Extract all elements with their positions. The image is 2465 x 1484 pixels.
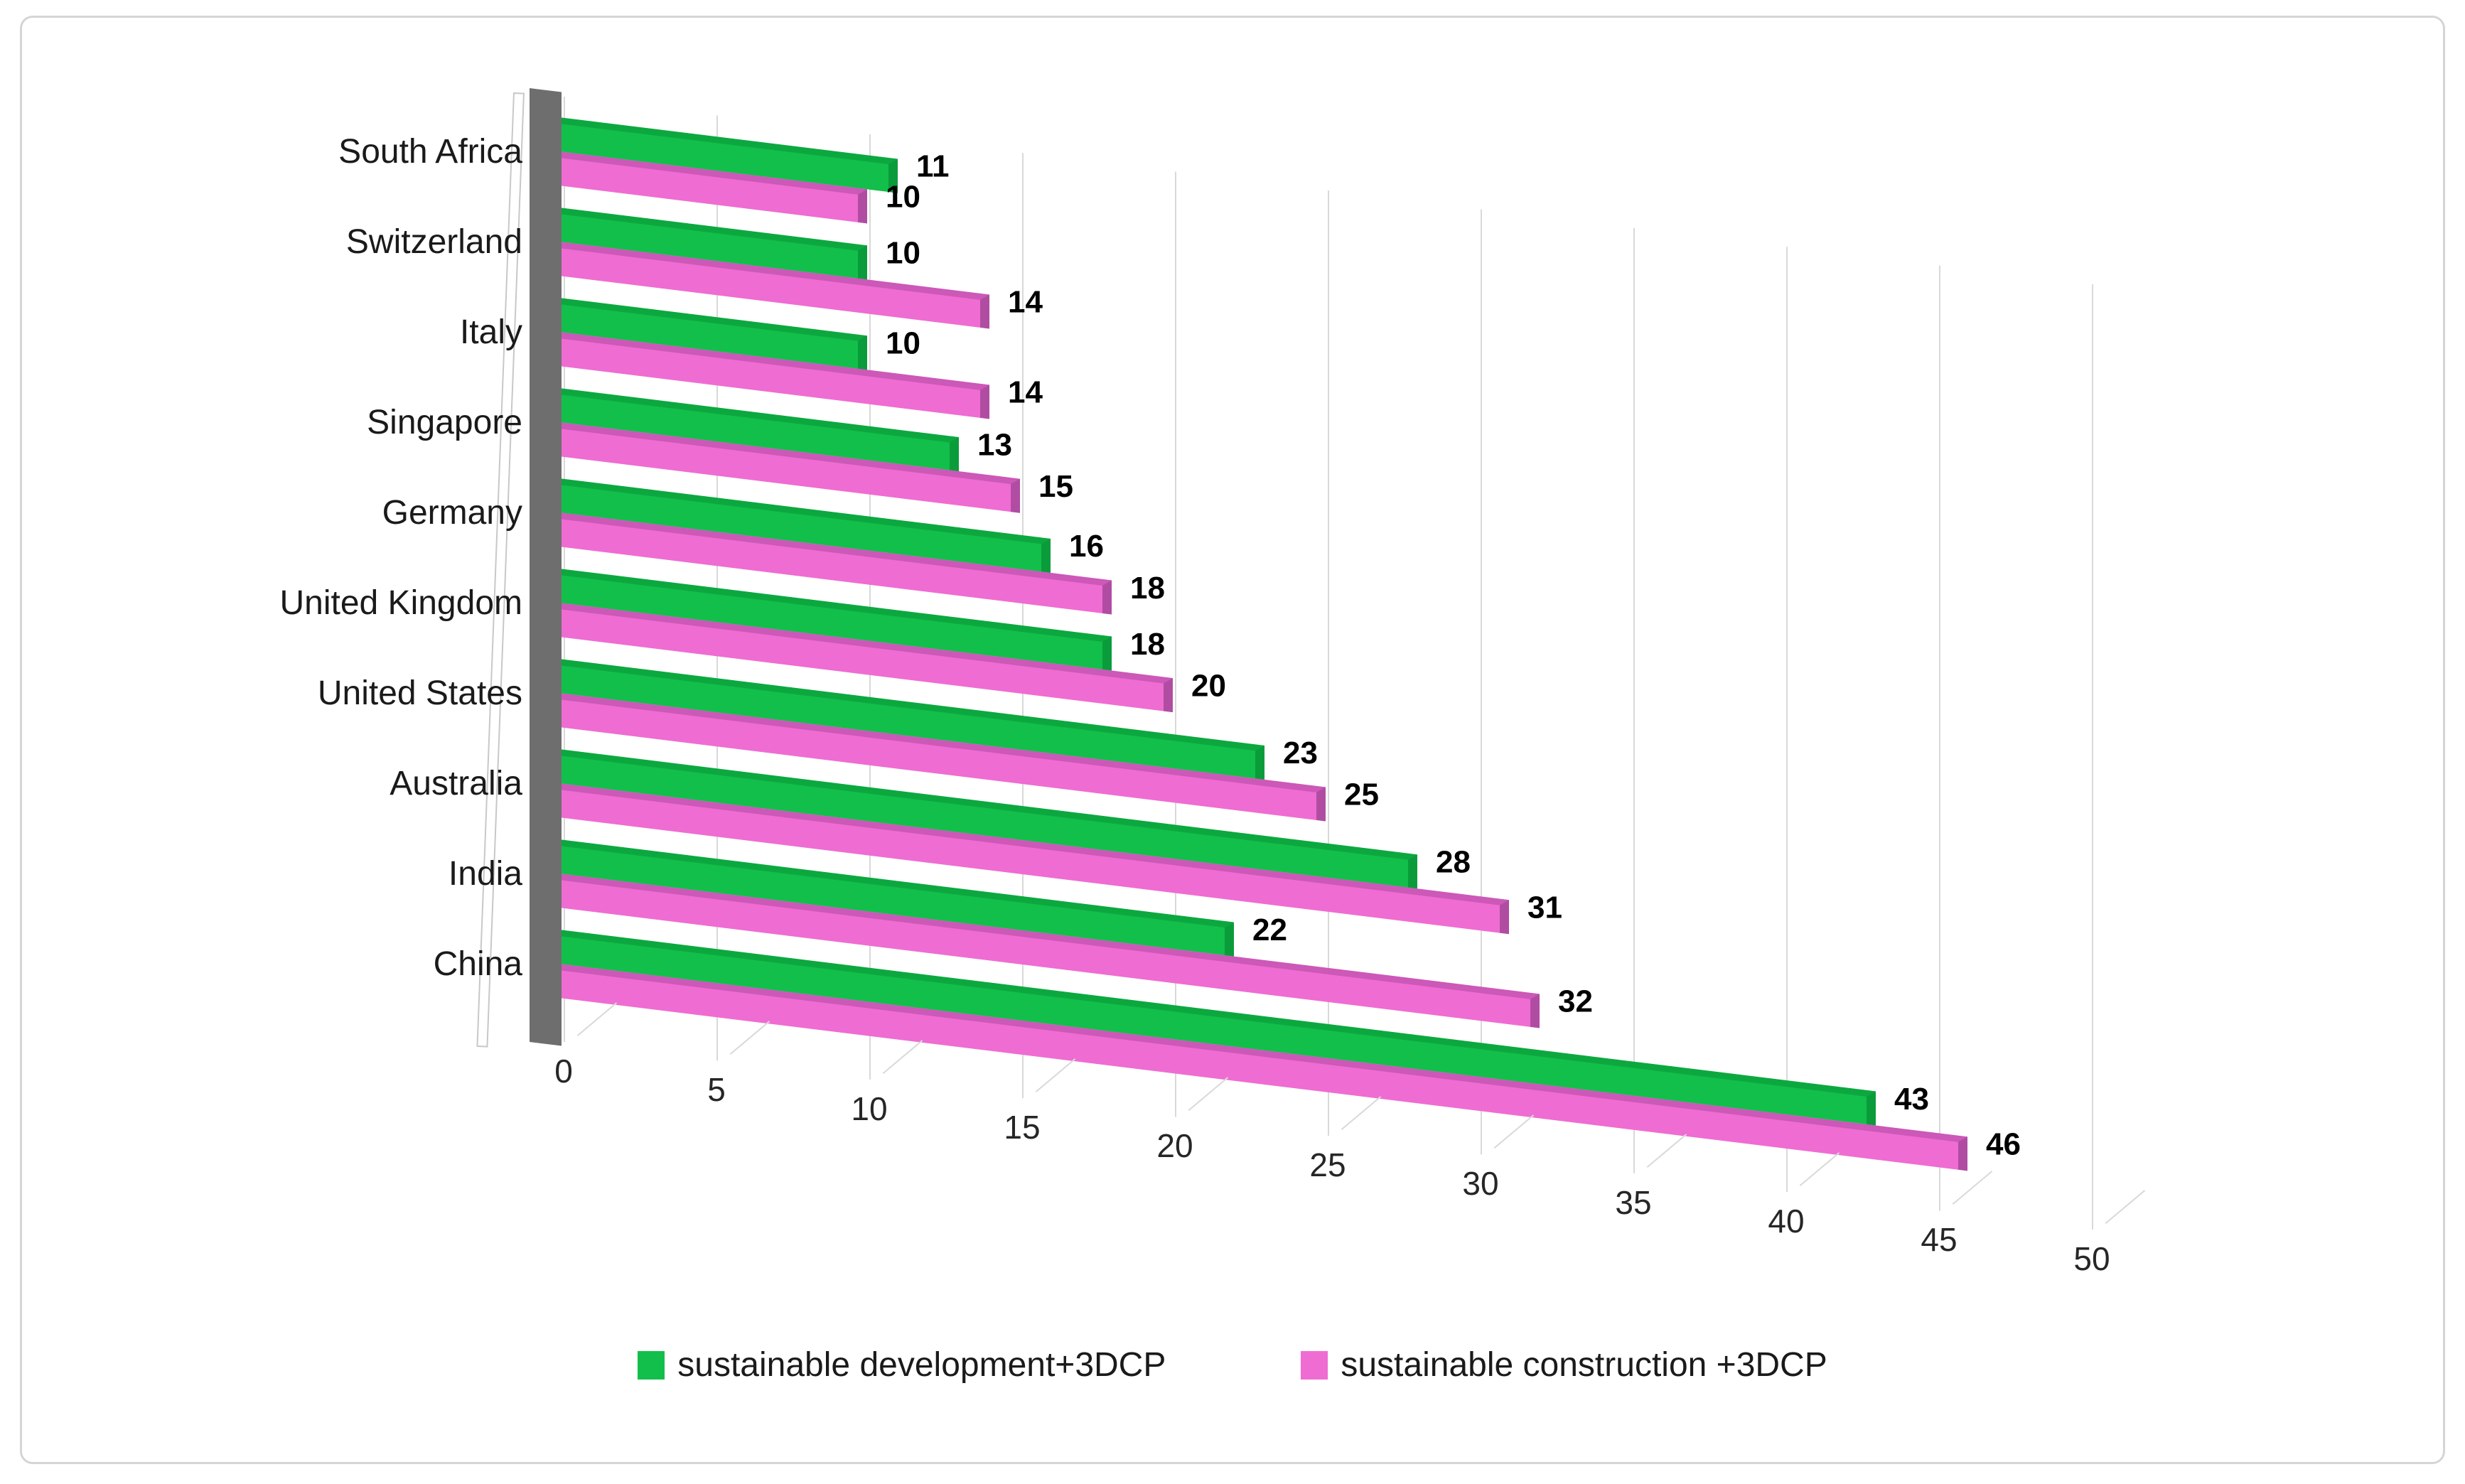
bar-construction-china bbox=[562, 964, 1967, 1171]
tick-label-15: 15 bbox=[1004, 1109, 1041, 1146]
tick-label-20: 20 bbox=[1156, 1127, 1193, 1165]
value-label: 14 bbox=[1008, 284, 1043, 320]
tick-label-5: 5 bbox=[707, 1071, 726, 1109]
category-label-united-kingdom: United Kingdom bbox=[279, 584, 522, 622]
legend-swatch-construction-icon bbox=[1301, 1350, 1328, 1380]
tick-label-30: 30 bbox=[1462, 1165, 1499, 1203]
gridline-45 bbox=[1939, 265, 1940, 1211]
value-label: 10 bbox=[886, 179, 920, 215]
category-label-australia: Australia bbox=[390, 765, 522, 802]
tick-label-25: 25 bbox=[1309, 1146, 1346, 1183]
value-label: 16 bbox=[1069, 529, 1104, 564]
category-label-switzerland: Switzerland bbox=[345, 223, 522, 261]
value-label: 11 bbox=[916, 149, 950, 184]
legend: sustainable development+3DCP sustainable… bbox=[0, 1345, 2465, 1384]
value-label: 10 bbox=[886, 326, 920, 361]
category-label-singapore: Singapore bbox=[367, 404, 522, 441]
value-label: 10 bbox=[886, 235, 920, 271]
value-label: 46 bbox=[1986, 1127, 2021, 1162]
tick-label-0: 0 bbox=[554, 1052, 573, 1090]
value-label: 31 bbox=[1527, 890, 1562, 925]
value-label: 22 bbox=[1252, 912, 1287, 947]
value-label: 20 bbox=[1191, 668, 1226, 704]
chart-card bbox=[20, 16, 2445, 1464]
tick-label-10: 10 bbox=[851, 1090, 888, 1127]
value-label: 18 bbox=[1130, 626, 1165, 662]
value-label: 28 bbox=[1436, 844, 1471, 880]
legend-label-construction: sustainable construction +3DCP bbox=[1341, 1346, 1827, 1384]
gridline-40 bbox=[1786, 247, 1788, 1193]
category-label-germany: Germany bbox=[382, 494, 522, 532]
plot-area: 11 10 10 14 10 14 13 15 16 18 18 20 23 25 28 31 22 32 43 46 bbox=[530, 88, 2292, 1254]
wall-shadow bbox=[530, 88, 562, 1046]
category-label-china: China bbox=[433, 945, 522, 983]
value-label: 15 bbox=[1038, 468, 1073, 504]
category-label-united-states: United States bbox=[317, 674, 522, 712]
category-label-india: India bbox=[448, 855, 522, 893]
legend-item-development: sustainable development+3DCP bbox=[638, 1345, 1166, 1384]
legend-swatch-development-icon bbox=[638, 1350, 665, 1380]
value-label: 25 bbox=[1344, 777, 1379, 812]
value-label: 13 bbox=[977, 427, 1012, 463]
category-label-south-africa: South Africa bbox=[338, 133, 522, 171]
value-label: 32 bbox=[1558, 984, 1593, 1019]
tick-label-50: 50 bbox=[2073, 1240, 2110, 1277]
tick-label-35: 35 bbox=[1615, 1183, 1652, 1221]
legend-label-development: sustainable development+3DCP bbox=[677, 1346, 1166, 1384]
legend-item-construction: sustainable construction +3DCP bbox=[1301, 1345, 1827, 1384]
tick-label-40: 40 bbox=[1768, 1203, 1805, 1240]
value-label: 18 bbox=[1130, 570, 1165, 606]
value-label: 23 bbox=[1283, 736, 1318, 771]
value-label: 14 bbox=[1008, 375, 1043, 410]
gridline-35 bbox=[1633, 227, 1635, 1173]
tick-label-45: 45 bbox=[1921, 1221, 1958, 1259]
gridline-50 bbox=[2092, 284, 2093, 1230]
category-label-italy: Italy bbox=[459, 313, 522, 351]
value-label: 43 bbox=[1894, 1081, 1929, 1117]
